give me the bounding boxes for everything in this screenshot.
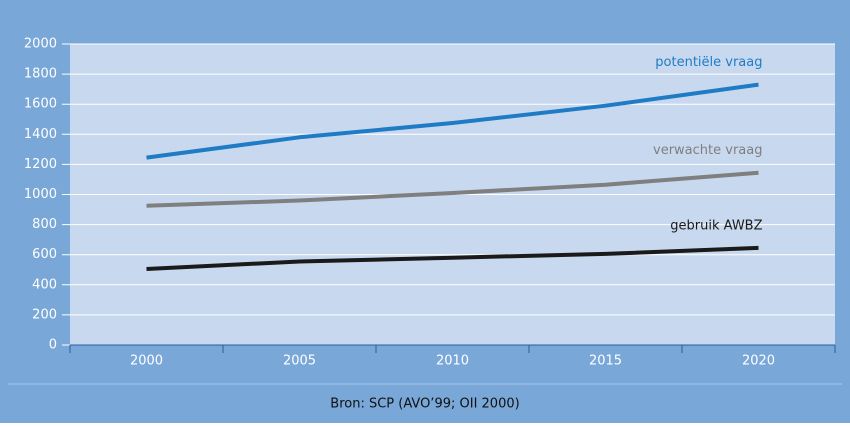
y-tick-label: 1000 [24,187,57,202]
series-label: potentiële vraag [655,55,762,70]
series-line [146,245,759,271]
series-label: verwachte vraag [653,143,762,158]
source-note: Bron: SCP (AVO’99; OII 2000) [330,397,519,412]
x-tick-label: 2000 [130,354,163,369]
x-tick-label: 2005 [283,354,316,369]
y-tick-label: 200 [32,307,57,322]
series-line [146,82,759,160]
x-tick-label: 2010 [436,354,469,369]
y-tick-label: 1600 [24,97,57,112]
y-tick-label: 800 [32,217,57,232]
y-tick-label: 400 [32,277,57,292]
y-tick-label: 0 [49,338,57,353]
series-label: gebruik AWBZ [670,218,762,233]
y-tick-label: 1200 [24,157,57,172]
series-line [146,170,759,208]
x-tick-label: 2015 [589,354,622,369]
y-tick-label: 1400 [24,127,57,142]
y-tick-label: 600 [32,247,57,262]
y-tick-label: 2000 [24,37,57,52]
y-tick-label: 1800 [24,67,57,82]
x-tick-label: 2020 [742,354,775,369]
